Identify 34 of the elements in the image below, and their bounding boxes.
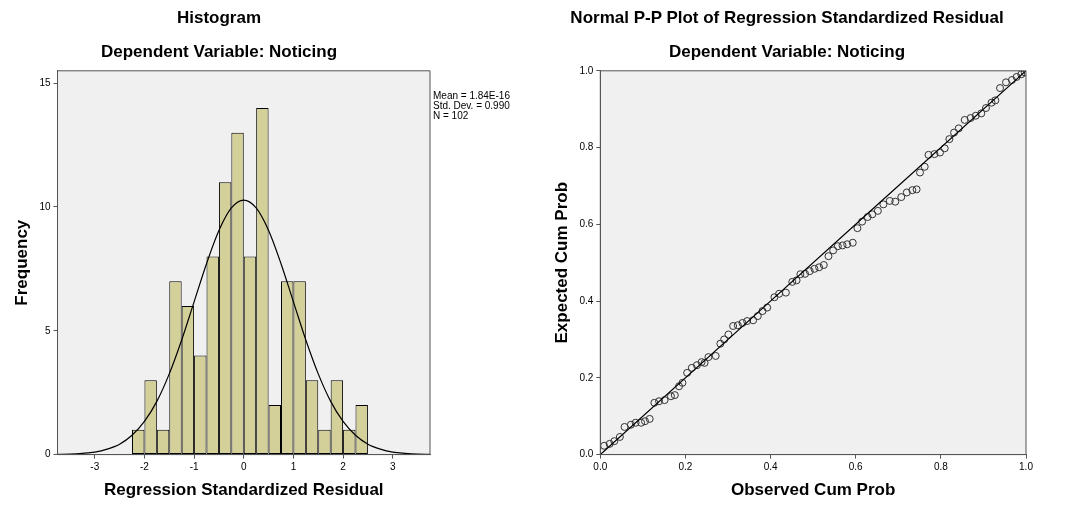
- chart-subtitle: Dependent Variable: Noticing: [100, 42, 338, 62]
- text: N = 102: [433, 109, 469, 121]
- x-tick-label: 0.2: [678, 461, 693, 473]
- text: Mean = 1.84E-16: [433, 89, 511, 101]
- x-tick-label: 0.6: [848, 461, 864, 473]
- y-tick-label: 1.0: [579, 64, 594, 76]
- x-tick-label: -1: [189, 461, 199, 473]
- x-axis-title: Observed Cum Prob: [730, 480, 896, 500]
- y-tick-label: 5: [44, 324, 51, 336]
- chart-title: Normal P-P Plot of Regression Standardized Residual: [570, 7, 1004, 27]
- y-tick-label: 10: [39, 200, 51, 212]
- x-tick-label: 0.4: [763, 461, 778, 473]
- y-tick-label: 0.0: [579, 448, 594, 460]
- y-axis-title: Frequency: [11, 219, 31, 306]
- text: Std. Dev. = 0.990: [433, 99, 511, 111]
- x-tick-label: 0.0: [593, 461, 608, 473]
- x-tick-label: 3: [389, 461, 396, 473]
- x-tick-label: 1.0: [1019, 461, 1034, 473]
- y-tick-label: 0.2: [579, 371, 594, 383]
- x-tick-label: 2: [340, 461, 347, 473]
- chart-subtitle: Dependent Variable: Noticing: [668, 42, 906, 62]
- y-tick-label: 0: [44, 448, 51, 460]
- x-tick-label: 1: [290, 461, 297, 473]
- y-tick-label: 15: [39, 76, 51, 88]
- y-axis-title: Expected Cum Prob: [551, 181, 571, 344]
- x-tick-label: -2: [139, 461, 150, 473]
- chart-title: Histogram: [176, 7, 262, 27]
- y-tick-label: 0.8: [579, 141, 594, 153]
- x-tick-label: 0: [240, 461, 247, 473]
- x-tick-label: 0.8: [933, 461, 949, 473]
- y-tick-label: 0.4: [579, 294, 594, 306]
- x-axis-title: Regression Standardized Residual: [103, 480, 384, 500]
- y-tick-label: 0.6: [579, 218, 594, 230]
- x-tick-label: -3: [90, 461, 100, 473]
